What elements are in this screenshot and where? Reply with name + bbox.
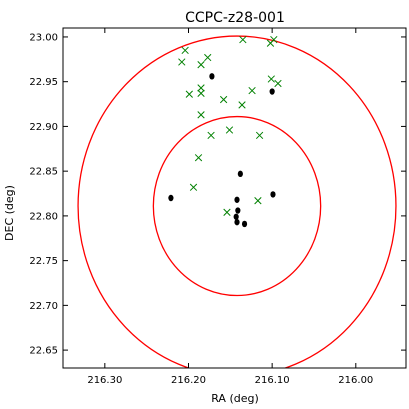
candidate-x-point [267,75,275,83]
y-tick-label: 23.00 [29,32,58,43]
candidate-x-point [197,89,205,97]
x-marker-stroke [267,75,275,83]
y-tick-label: 22.85 [29,167,58,178]
candidate-x-point [219,95,228,104]
x-marker-stroke [219,95,228,104]
x-marker-stroke [178,58,186,66]
candidate-x-point [270,35,278,44]
candidate-x-point [254,197,262,205]
y-axis-label: DEC (deg) [3,185,16,241]
x-marker-stroke [197,89,205,97]
candidate-x-point [223,208,231,216]
candidate-x-point [197,111,205,119]
x-axis-label: RA (deg) [211,392,259,405]
x-marker-stroke [254,197,262,205]
member-dot-point [269,88,275,95]
x-marker-stroke [270,35,278,44]
member-dot-point [168,194,174,202]
x-marker-stroke [197,61,205,69]
y-tick-label: 22.80 [29,211,58,222]
x-marker-stroke [189,183,198,191]
x-marker-stroke [185,90,193,98]
plot-area [77,35,397,368]
y-tick-label: 22.75 [29,256,58,267]
x-marker-stroke [238,101,246,109]
member-dot-point [235,207,241,214]
y-tick-label: 22.95 [29,77,58,88]
x-marker-stroke [181,46,189,55]
member-dot-point [233,213,239,220]
x-tick-label: 216.30 [87,375,122,386]
candidate-x-point [239,35,247,44]
radius-circle-1 [152,115,322,297]
plot-frame [62,27,407,369]
y-tick-label: 22.70 [29,301,58,312]
candidate-x-point [189,183,198,191]
x-tick-label: 216.10 [255,375,290,386]
candidate-x-point [181,46,189,55]
member-dot-point [234,218,240,226]
candidate-x-point [204,53,212,62]
chart-title: CCPC-z28-001 [185,10,285,26]
member-dot-point [270,191,276,198]
x-marker-stroke [223,208,231,216]
candidate-x-point [255,131,264,140]
member-dot-point [209,73,215,80]
x-marker-stroke [197,111,205,119]
x-tick-label: 216.20 [171,375,206,386]
candidate-x-point [197,61,205,69]
candidate-x-point [178,58,186,66]
y-tick-label: 22.90 [29,122,58,133]
radius-circle-2 [77,35,397,368]
candidate-x-point [248,86,256,95]
y-tick-label: 22.65 [29,346,58,357]
x-marker-stroke [197,84,205,92]
candidate-x-point [194,154,203,162]
member-dot-point [241,220,248,228]
member-dot-point [237,170,243,178]
candidate-x-point [207,131,215,140]
candidate-x-point [274,79,282,88]
x-marker-stroke [207,131,215,140]
x-marker-stroke [255,131,264,140]
x-marker-stroke [248,86,256,95]
x-marker-stroke [194,154,203,162]
x-tick-label: 216.00 [338,375,373,386]
x-marker-stroke [204,53,212,62]
candidate-x-point [225,126,234,134]
x-marker-stroke [274,79,282,88]
candidate-x-point [185,90,193,98]
member-dot-point [234,196,240,203]
candidate-x-point [197,84,205,92]
x-marker-stroke [225,126,234,134]
x-marker-stroke [239,35,247,44]
candidate-x-point [238,101,246,109]
axes: 216.30 216.20 216.10 216.00 22.65 22.70 22.75 2… [29,27,407,386]
